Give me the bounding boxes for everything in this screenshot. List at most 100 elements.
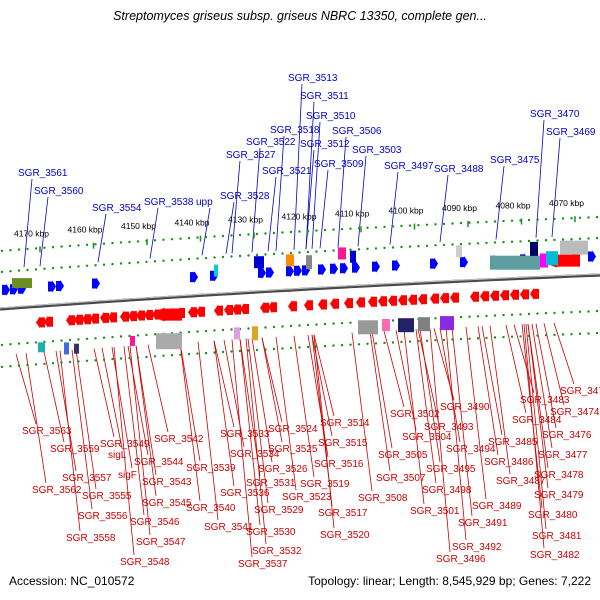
- gene-label-sgr_3532: SGR_3532: [252, 546, 302, 557]
- reverse-gene-arrow: [470, 290, 479, 303]
- track-dot: [408, 224, 412, 227]
- track-dot: [0, 343, 4, 347]
- label-leader-line: [293, 83, 303, 250]
- track-dot: [476, 337, 480, 340]
- track-dot: [306, 250, 310, 254]
- track-dot: [493, 314, 497, 317]
- reverse-gene-arrow: [150, 307, 182, 322]
- forward-gene-arrow: [372, 260, 380, 273]
- track-dot: [213, 235, 216, 238]
- track-dot: [26, 341, 29, 345]
- track-dot: [340, 322, 344, 325]
- label-leader-line: [97, 213, 107, 263]
- label-leader-line: [543, 323, 565, 406]
- label-leader-line: [71, 349, 93, 510]
- track-dot: [51, 340, 55, 343]
- reverse-gene-arrow: [378, 295, 387, 308]
- gene-label-sgr_3546: SGR_3546: [130, 517, 180, 528]
- track-dot: [187, 236, 191, 240]
- track-dot: [26, 268, 29, 272]
- track-dot: [527, 334, 531, 338]
- track-dot: [136, 240, 140, 243]
- forward-gene-arrow: [190, 271, 198, 284]
- track-dot: [425, 223, 429, 226]
- track-dot: [196, 257, 199, 260]
- gene-label-sgr_3529: SGR_3529: [254, 505, 304, 516]
- feature-box: [12, 278, 32, 289]
- track-dot: [9, 270, 12, 273]
- track-dot: [476, 315, 480, 318]
- reverse-gene-arrow: [450, 291, 459, 304]
- track-dot: [94, 359, 97, 362]
- track-dot: [281, 347, 284, 350]
- track-dot: [595, 331, 599, 335]
- label-leader-line: [25, 353, 47, 484]
- reverse-gene-arrow: [398, 294, 407, 307]
- gene-label-sgr_3543: SGR_3543: [142, 477, 192, 488]
- label-leader-line: [419, 329, 441, 463]
- genome-summary-text: Topology: linear; Length: 8,545,929 bp; …: [308, 574, 591, 588]
- track-dot: [425, 339, 429, 342]
- gene-label-sgr_3533: SGR_3533: [220, 429, 270, 440]
- label-leader-line: [179, 342, 201, 462]
- gene-label-sgr_3498: SGR_3498: [422, 485, 472, 496]
- label-leader-line: [135, 345, 157, 476]
- track-dot: [502, 219, 505, 223]
- track-dot: [391, 225, 395, 228]
- track-dot: [230, 328, 233, 331]
- forward-gene-arrow: [460, 256, 468, 269]
- reverse-gene-arrow: [330, 297, 339, 310]
- gene-label-sgr_3557: SGR_3557: [62, 473, 112, 484]
- label-leader-line: [531, 323, 553, 449]
- track-dot: [77, 338, 80, 341]
- label-leader-line: [489, 325, 511, 475]
- track-dot: [26, 247, 29, 251]
- track-dot: [264, 348, 267, 351]
- track-dot: [196, 236, 199, 239]
- track-dot: [451, 222, 454, 225]
- label-leader-line: [535, 323, 557, 429]
- gene-label-sgr_3548: SGR_3548: [120, 557, 170, 568]
- track-dot: [578, 332, 582, 335]
- forward-gene-arrow: [352, 261, 360, 274]
- feature-box: [490, 255, 540, 270]
- label-leader-line: [395, 330, 417, 431]
- gene-label-sgr_3541: SGR_3541: [204, 522, 254, 533]
- track-dot: [544, 334, 548, 337]
- label-leader-line: [275, 135, 285, 251]
- track-dot: [366, 247, 369, 250]
- track-dot: [247, 349, 250, 352]
- label-leader-line: [307, 334, 329, 458]
- track-dot: [162, 259, 165, 262]
- label-leader-line: [129, 345, 151, 536]
- reverse-gene-arrow: [144, 309, 153, 321]
- track-dot: [94, 337, 97, 340]
- forward-gene-arrow: [392, 259, 400, 272]
- scale-tick-label: 4100 kbp: [389, 206, 424, 216]
- track-dot: [213, 329, 216, 332]
- track-dot: [102, 358, 106, 361]
- track-dot: [0, 270, 4, 274]
- label-leader-line: [429, 328, 451, 553]
- track-dot: [213, 256, 216, 259]
- feature-box: [130, 335, 135, 346]
- forward-gene-arrow: [588, 250, 596, 263]
- track-dot: [366, 342, 369, 345]
- track-dot: [60, 339, 63, 342]
- track-dot: [442, 243, 446, 247]
- forward-gene-arrow: [286, 265, 294, 278]
- track-dot: [187, 330, 191, 334]
- track-dot: [255, 232, 259, 236]
- track-dot: [272, 252, 276, 256]
- track-dot: [570, 217, 573, 220]
- track-dot: [315, 229, 318, 232]
- track-dot: [9, 365, 12, 368]
- track-dot: [374, 226, 378, 229]
- track-dot: [204, 235, 208, 239]
- gene-label-sgr_3483: SGR_3483: [520, 395, 570, 406]
- gene-label-sgr_3497: SGR_3497: [384, 161, 434, 172]
- track-dot: [468, 221, 471, 224]
- track-dot: [77, 265, 80, 268]
- reverse-gene-arrow: [368, 295, 377, 308]
- track-dot: [519, 240, 522, 243]
